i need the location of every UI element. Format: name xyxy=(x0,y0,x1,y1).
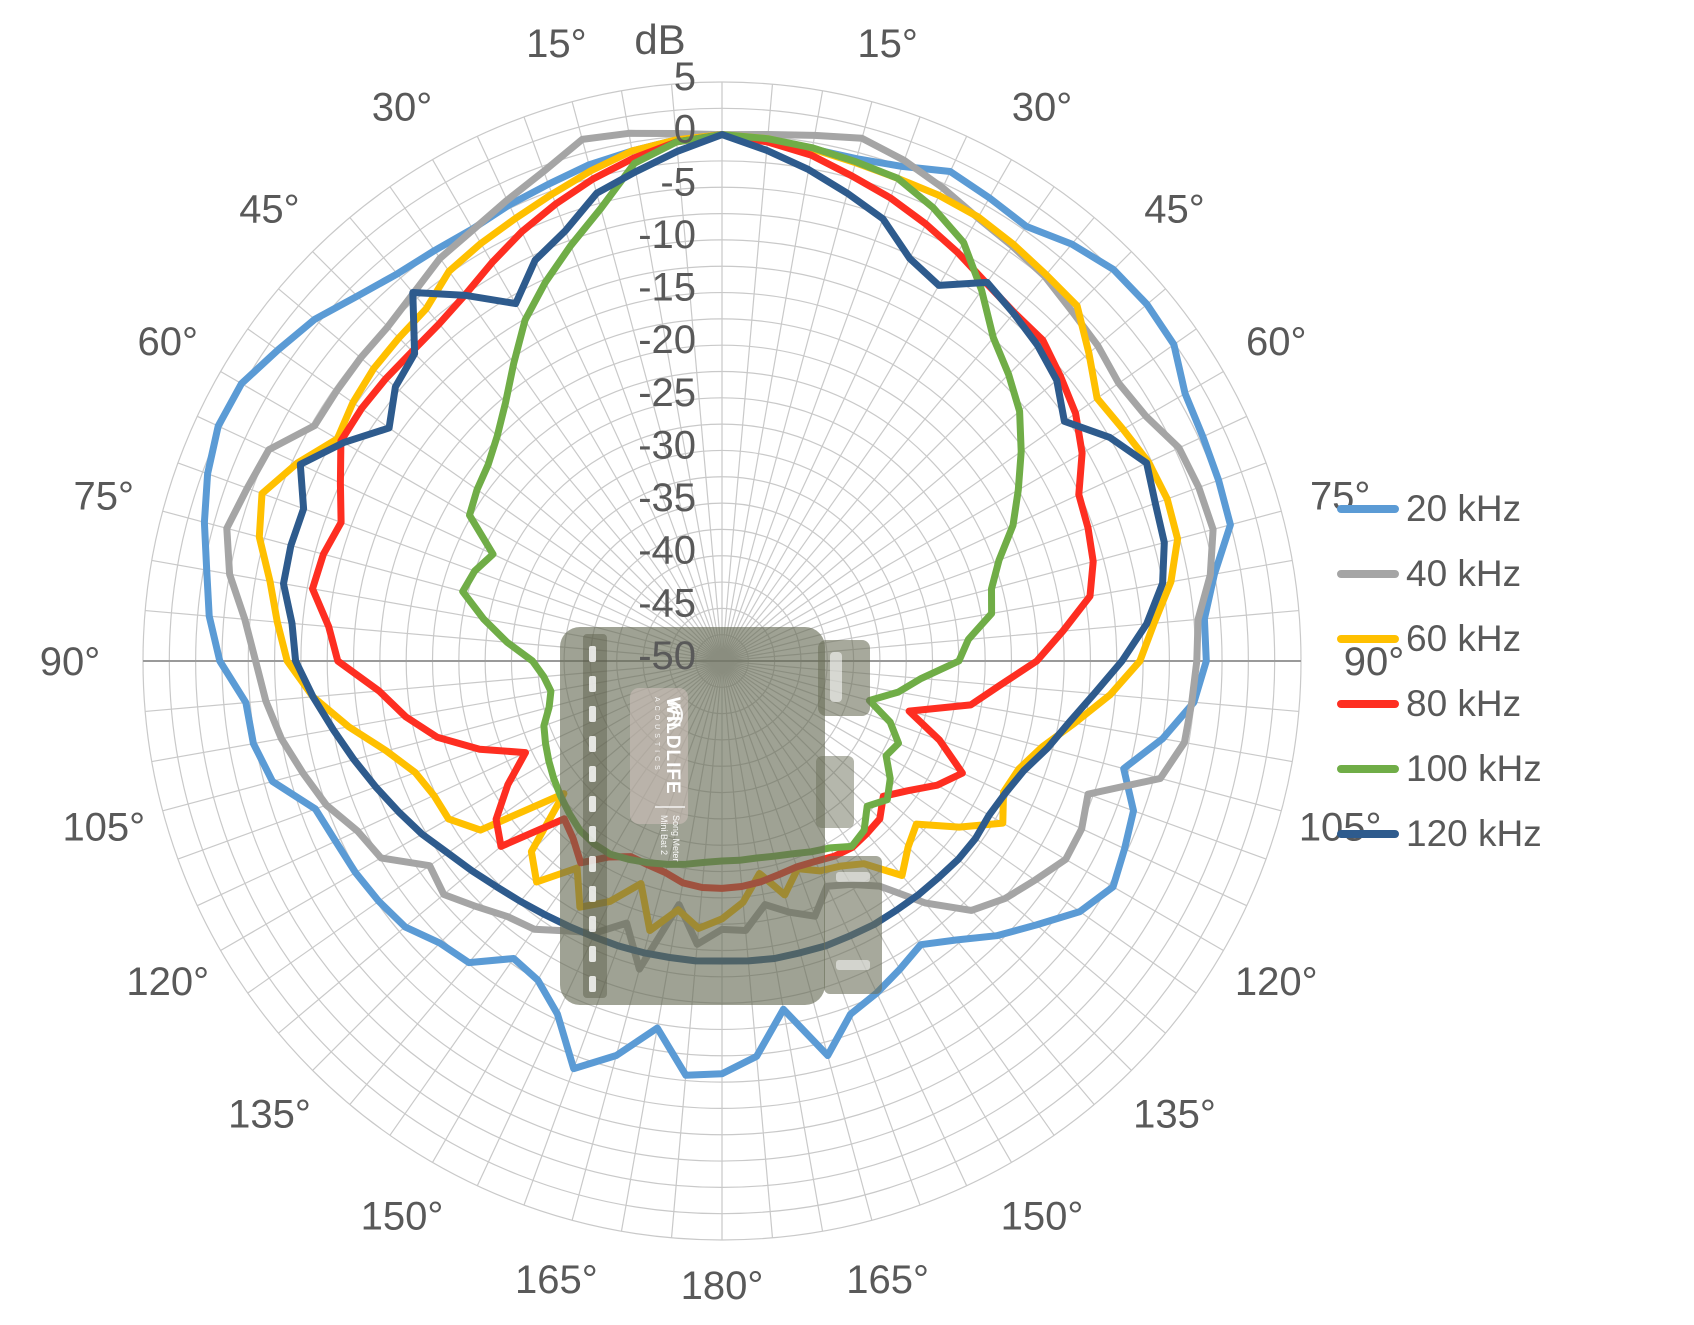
angle-tick-label: 150° xyxy=(361,1194,444,1238)
angle-tick-label: 30° xyxy=(372,86,433,130)
angle-tick-label: 165° xyxy=(846,1258,929,1302)
svg-text:Mini Bat 2: Mini Bat 2 xyxy=(659,815,669,855)
curve-120-khz xyxy=(280,131,1168,965)
angle-tick-label: 90° xyxy=(40,640,101,684)
svg-text:WILDLIFE: WILDLIFE xyxy=(662,697,683,795)
angle-tick-label: 75° xyxy=(74,474,135,518)
legend-label: 60 kHz xyxy=(1406,618,1522,659)
angle-tick-label: 150° xyxy=(1001,1194,1084,1238)
legend-label: 100 kHz xyxy=(1406,748,1542,789)
legend-swatch-40khz xyxy=(1337,569,1399,578)
angle-tick-label: 90° xyxy=(1344,640,1405,684)
legend-item: 80 kHz xyxy=(1337,671,1542,736)
angle-tick-label: 30° xyxy=(1012,86,1073,130)
db-tick-label: -30 xyxy=(638,423,696,467)
db-tick-label: 5 xyxy=(674,55,696,99)
db-tick-label: -25 xyxy=(638,371,696,415)
db-tick-label: -45 xyxy=(638,581,696,625)
legend-swatch-60khz xyxy=(1337,634,1399,643)
svg-text:Song Meter: Song Meter xyxy=(671,815,681,862)
db-tick-label: -50 xyxy=(638,634,696,678)
db-tick-label: -20 xyxy=(638,318,696,362)
legend-label: 20 kHz xyxy=(1406,488,1522,529)
db-tick-label: -15 xyxy=(638,266,696,310)
series-curves xyxy=(200,129,1234,1079)
legend-item: 120 kHz xyxy=(1337,801,1542,866)
angle-tick-label: 135° xyxy=(1133,1093,1216,1137)
legend-label: 40 kHz xyxy=(1406,553,1522,594)
angle-tick-label: 60° xyxy=(1246,320,1307,364)
legend-item: 100 kHz xyxy=(1337,736,1542,801)
angle-tick-label: 105° xyxy=(62,806,145,850)
angle-tick-label: 135° xyxy=(228,1093,311,1137)
svg-text:ACOUSTICS: ACOUSTICS xyxy=(653,697,660,774)
angle-tick-label: 45° xyxy=(239,187,300,231)
angle-tick-label: 15° xyxy=(526,22,587,66)
axis-labels: dB 5 0 -5 -10 -15 -20 -25 -30 -35 -40 -45 -50 15° 15°… xyxy=(40,16,1405,1308)
db-tick-label: -10 xyxy=(638,213,696,257)
legend-swatch-80khz xyxy=(1337,699,1399,708)
db-tick-label: -35 xyxy=(638,476,696,520)
legend-swatch-20khz xyxy=(1337,504,1399,513)
legend-label: 120 kHz xyxy=(1406,813,1542,854)
legend-item: 20 kHz xyxy=(1337,476,1542,541)
legend-swatch-120khz xyxy=(1337,829,1399,838)
radial-axis-title: dB xyxy=(634,16,685,63)
db-tick-label: 0 xyxy=(674,108,696,152)
legend-item: 60 kHz xyxy=(1337,606,1542,671)
angle-tick-label: 105° xyxy=(1299,806,1382,850)
legend-label: 80 kHz xyxy=(1406,683,1522,724)
polar-grid xyxy=(142,81,1302,1241)
angle-tick-label: 120° xyxy=(1235,960,1318,1004)
angle-tick-label: 45° xyxy=(1144,187,1205,231)
legend: 20 kHz 40 kHz 60 kHz 80 kHz 100 kHz 120 … xyxy=(1337,476,1542,866)
angle-tick-label: 180° xyxy=(681,1264,764,1308)
angle-tick-label: 60° xyxy=(137,320,198,364)
legend-swatch-100khz xyxy=(1337,764,1399,773)
db-tick-label: -40 xyxy=(638,529,696,573)
legend-item: 40 kHz xyxy=(1337,541,1542,606)
db-tick-label: -5 xyxy=(660,160,696,204)
angle-tick-label: 120° xyxy=(126,960,209,1004)
angle-tick-label: 165° xyxy=(515,1258,598,1302)
angle-tick-label: 15° xyxy=(857,22,918,66)
